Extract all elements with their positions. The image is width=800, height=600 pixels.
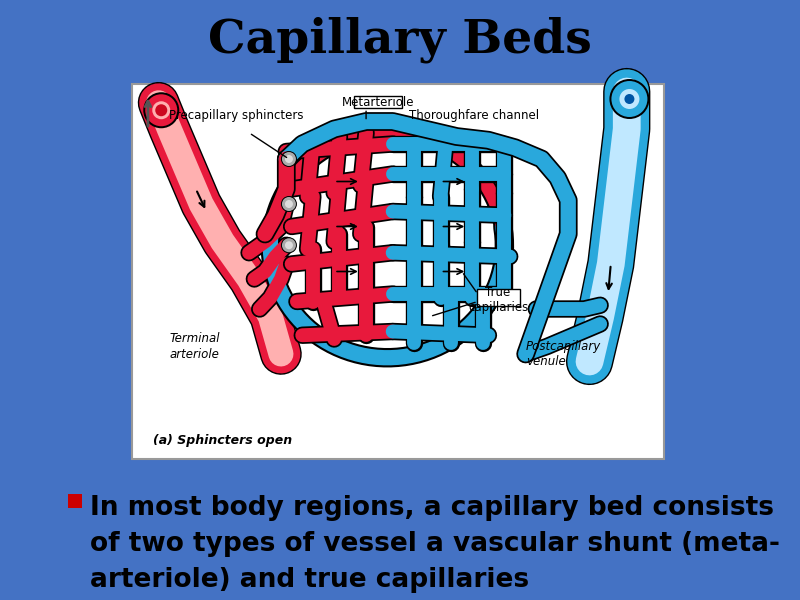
Text: In most body regions, a capillary bed consists
of two types of vessel a vascular: In most body regions, a capillary bed co… [90, 495, 780, 593]
Circle shape [619, 89, 639, 109]
Circle shape [285, 241, 293, 249]
Circle shape [281, 196, 297, 212]
Circle shape [282, 152, 296, 166]
Text: Precapillary sphincters: Precapillary sphincters [170, 109, 304, 121]
Circle shape [625, 94, 634, 104]
Circle shape [282, 238, 296, 252]
Circle shape [285, 200, 293, 208]
Bar [68, 494, 82, 508]
Text: Metarteriole: Metarteriole [342, 96, 414, 109]
Circle shape [281, 151, 297, 167]
Circle shape [281, 237, 297, 253]
FancyBboxPatch shape [477, 289, 520, 306]
Circle shape [143, 92, 179, 128]
Text: Thoroughfare channel: Thoroughfare channel [409, 109, 538, 122]
Circle shape [285, 155, 293, 163]
Circle shape [146, 94, 178, 126]
Circle shape [152, 101, 170, 119]
Text: Terminal
arteriole: Terminal arteriole [170, 332, 220, 361]
Circle shape [282, 197, 296, 211]
Circle shape [155, 104, 167, 116]
Text: Postcapillary
venule: Postcapillary venule [526, 340, 601, 368]
FancyBboxPatch shape [354, 96, 402, 107]
Bar [132, 84, 664, 459]
Text: Capillary Beds: Capillary Beds [208, 17, 592, 63]
Text: True
capillaries: True capillaries [468, 286, 528, 314]
Circle shape [611, 81, 647, 117]
Text: (a) Sphincters open: (a) Sphincters open [154, 434, 293, 447]
Circle shape [610, 79, 650, 119]
